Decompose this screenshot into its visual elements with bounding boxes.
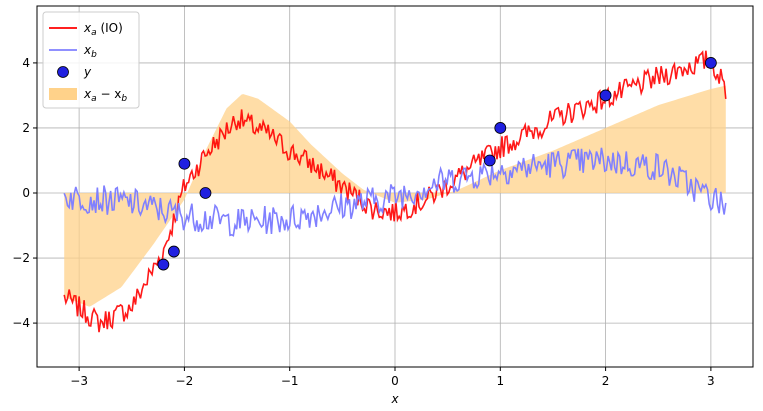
y-tick-label: 0: [22, 186, 30, 200]
x-tick-label: 0: [391, 374, 399, 388]
ticks: −3 −2 −1 0 1 2 3 −4 −2 0 2 4: [12, 56, 714, 388]
legend: xa (IO) xb y xa − xb: [42, 11, 140, 109]
scatter-point-y: [483, 154, 496, 167]
y-tick-label: 4: [22, 56, 30, 70]
scatter-point-y: [704, 57, 717, 69]
scatter-point-y: [157, 258, 170, 271]
scatter-point-y: [167, 245, 180, 258]
x-tick-label: −1: [281, 374, 299, 388]
y-tick-label: 2: [22, 121, 30, 135]
x-tick-label: −2: [176, 374, 194, 388]
x-axis-label: x: [390, 392, 399, 406]
scatter-point-y: [178, 157, 191, 170]
legend-entry: xa (IO): [83, 21, 123, 38]
y-tick-label: −4: [12, 316, 30, 330]
scatter-layer: [157, 57, 717, 271]
x-tick-label: 3: [707, 374, 715, 388]
legend-entry: xa − xb: [83, 87, 127, 104]
x-tick-label: 1: [496, 374, 504, 388]
legend-entry: y: [83, 65, 92, 79]
scatter-point-y: [494, 122, 507, 134]
scatter-point-y: [599, 89, 612, 102]
y-tick-label: −2: [12, 251, 30, 265]
legend-swatch-marker: [57, 66, 69, 78]
line-layer: [63, 50, 727, 333]
series-line-xb: [63, 147, 727, 237]
legend-swatch-area: [49, 88, 77, 100]
legend-box: [42, 11, 140, 109]
legend-entry: xb: [83, 43, 97, 60]
series-line-xa: [63, 50, 727, 333]
x-tick-label: −3: [70, 374, 88, 388]
scatter-point-y: [199, 187, 212, 199]
x-tick-label: 2: [602, 374, 610, 388]
